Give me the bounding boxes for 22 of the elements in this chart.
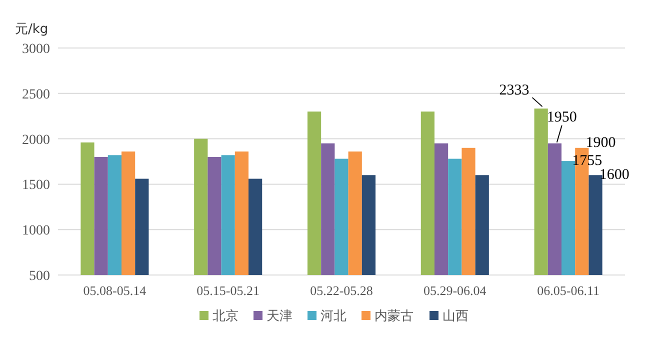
x-tick-label: 05.15-05.21 (196, 283, 260, 298)
y-tick-label: 2000 (22, 132, 50, 148)
x-tick-label: 05.29-06.04 (423, 283, 487, 298)
data-label: 2333 (499, 82, 530, 99)
legend-label: 山西 (442, 309, 468, 324)
y-tick-label: 500 (29, 269, 50, 284)
x-tick-label: 05.22-05.28 (310, 283, 373, 298)
data-label: 1755 (572, 153, 602, 170)
legend-label: 河北 (320, 309, 346, 324)
legend-label: 北京 (212, 309, 238, 324)
y-tick-label: 1000 (22, 224, 50, 239)
data-label: 1600 (599, 167, 630, 184)
y-tick-label: 1500 (22, 178, 50, 194)
legend-label: 内蒙古 (374, 309, 414, 324)
y-axis-title: 元/kg (15, 22, 48, 37)
legend-label: 天津 (266, 309, 292, 324)
y-tick-label: 3000 (22, 42, 50, 57)
data-label: 1950 (546, 109, 577, 126)
data-label: 1900 (586, 134, 616, 151)
x-tick-label: 06.05-06.11 (537, 283, 600, 298)
y-tick-label: 2500 (22, 87, 50, 102)
x-tick-label: 05.08-05.14 (83, 283, 147, 298)
